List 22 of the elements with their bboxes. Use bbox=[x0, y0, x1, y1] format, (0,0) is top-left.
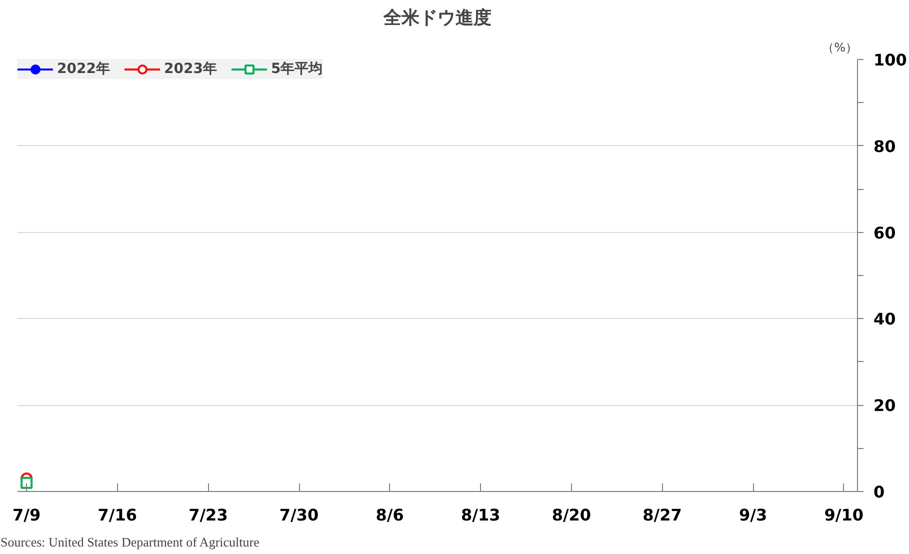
y-tick-label: 20 bbox=[874, 396, 896, 416]
y-tick-label: 0 bbox=[874, 482, 885, 502]
source-note: Sources: United States Department of Agriculture bbox=[0, 534, 260, 550]
x-tick-label: 7/30 bbox=[279, 506, 319, 524]
chart-title: 全米ドウ進度 bbox=[382, 8, 492, 28]
legend-label: 2022年 bbox=[57, 60, 110, 78]
x-tick-label: 7/23 bbox=[188, 506, 228, 524]
y-tick-label: 40 bbox=[874, 310, 896, 329]
y-axis-title: （%） bbox=[822, 40, 858, 54]
x-tick-label: 9/10 bbox=[824, 506, 864, 524]
x-tick-label: 8/13 bbox=[461, 506, 500, 524]
y-tick-label: 60 bbox=[874, 223, 896, 242]
x-tick-label: 7/16 bbox=[98, 506, 138, 524]
x-tick-label: 8/6 bbox=[376, 506, 404, 524]
x-tick-label: 8/20 bbox=[552, 506, 592, 524]
x-tick-label: 8/27 bbox=[642, 506, 682, 524]
legend-label: 2023年 bbox=[164, 60, 217, 78]
x-tick-label: 9/3 bbox=[739, 506, 768, 524]
y-tick-label: 100 bbox=[874, 50, 907, 70]
x-tick-label: 7/9 bbox=[12, 506, 41, 524]
y-tick-label: 80 bbox=[874, 136, 896, 156]
legend-label: 5年平均 bbox=[270, 60, 323, 78]
